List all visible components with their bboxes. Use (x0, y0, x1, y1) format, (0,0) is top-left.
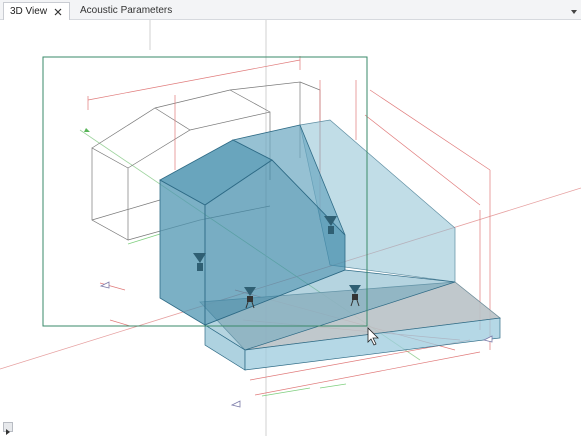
axis-origin-marker (84, 128, 90, 132)
speaker-source-icon[interactable] (193, 253, 206, 271)
close-icon[interactable] (53, 7, 63, 17)
tab-3d-view[interactable]: 3D View (3, 2, 71, 20)
microphone-receiver-icon[interactable] (244, 287, 256, 309)
room-slab-front (244, 317, 501, 371)
tab-acoustic-parameters-label: Acoustic Parameters (80, 5, 173, 16)
axis-label-marks (127, 233, 347, 397)
room-volume[interactable] (159, 119, 501, 371)
expand-arrow-icon[interactable] (3, 422, 13, 435)
mouse-pointer-icon (367, 327, 379, 346)
tab-bar: 3D View Acoustic Parameters (0, 0, 581, 20)
tab-3d-view-label: 3D View (10, 5, 48, 17)
3d-viewport[interactable] (0, 20, 581, 436)
dimension-markers (99, 281, 493, 408)
selection-frame (42, 56, 368, 327)
3d-scene[interactable] (0, 20, 581, 436)
room-roof-right[interactable] (231, 124, 346, 236)
chevron-down-icon[interactable] (569, 4, 579, 14)
speaker-source-icon[interactable] (324, 216, 337, 234)
tab-acoustic-parameters[interactable]: Acoustic Parameters (74, 2, 178, 20)
room-wall-left[interactable] (159, 179, 206, 326)
microphone-receiver-icon[interactable] (349, 285, 361, 307)
